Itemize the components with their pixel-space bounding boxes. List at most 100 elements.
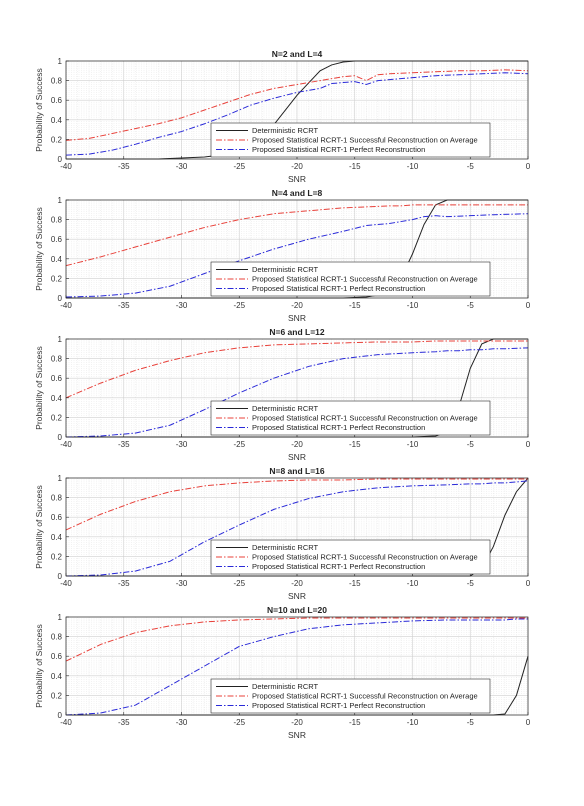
y-tick-label: 0.2 [51, 691, 63, 700]
y-axis-label: Probability of Success [34, 624, 44, 708]
series-line-perfect [65, 72, 529, 156]
subplot-2: -40 -35 -30 -25 -20 -15 -10 -5 0 0 0.2 0.4 0.6 0.8 1 N=… [34, 188, 531, 323]
legend-label: Proposed Statistical RCRT-1 Successful R… [252, 692, 478, 701]
y-tick-label: 1 [58, 613, 63, 622]
legend-label: Proposed Statistical RCRT-1 Successful R… [252, 136, 478, 145]
x-tick-label: -40 [60, 301, 72, 310]
series-line-perfect [65, 618, 528, 716]
legend-label: Proposed Statistical RCRT-1 Perfect Reco… [252, 423, 425, 432]
series-line-perfect [65, 480, 529, 577]
legend-label: Deterministic RCRT [252, 265, 319, 274]
series-line-perfect [65, 347, 529, 438]
series-line-average [65, 69, 529, 141]
y-tick-label: 0.4 [51, 394, 63, 403]
y-tick-label: 0.2 [51, 274, 63, 283]
subplot-title: N=8 and L=16 [269, 466, 325, 476]
legend-label: Proposed Statistical RCRT-1 Successful R… [252, 553, 478, 562]
subplot-4: -40 -35 -30 -25 -20 -15 -10 -5 0 0 0.2 0.4 0.6 0.8 1 N=… [34, 466, 531, 601]
legend-label: Deterministic RCRT [252, 543, 319, 552]
y-tick-label: 0.8 [51, 216, 63, 225]
x-tick-label: -20 [291, 301, 303, 310]
series-line-average [65, 617, 528, 662]
legend-box [210, 261, 491, 297]
x-tick-label: -25 [233, 162, 245, 171]
legend-label: Proposed Statistical RCRT-1 Successful R… [252, 275, 478, 284]
y-tick-label: 0.6 [51, 374, 63, 383]
x-tick-label: -25 [233, 579, 245, 588]
y-tick-label: 0.6 [51, 652, 63, 661]
y-tick-label: 0.4 [51, 116, 63, 125]
x-tick-label: -10 [407, 301, 419, 310]
subplot-3: -40 -35 -30 -25 -20 -15 -10 -5 0 0 0.2 0.4 0.6 0.8 1 N=… [34, 327, 531, 462]
x-tick-label: -35 [118, 162, 130, 171]
x-tick-label: -5 [467, 162, 475, 171]
legend-box [210, 122, 491, 158]
subplot-5: -40 -35 -30 -25 -20 -15 -10 -5 0 0 0.2 0.4 0.6 0.8 1 N=… [34, 605, 531, 740]
x-tick-label: -30 [176, 718, 188, 727]
x-tick-label: -35 [118, 579, 130, 588]
y-tick-label: 0.8 [51, 77, 63, 86]
x-tick-label: -5 [467, 440, 475, 449]
series-line-average [65, 340, 528, 399]
x-tick-label: 0 [526, 718, 531, 727]
x-axis-label: SNR [288, 591, 306, 601]
y-tick-label: 0.2 [51, 413, 63, 422]
y-tick-label: 0.6 [51, 235, 63, 244]
x-tick-label: 0 [526, 301, 531, 310]
y-tick-label: 0 [58, 433, 63, 442]
y-tick-label: 0.6 [51, 513, 63, 522]
y-tick-label: 1 [58, 335, 63, 344]
legend-label: Deterministic RCRT [252, 126, 319, 135]
legend-label: Proposed Statistical RCRT-1 Successful R… [252, 414, 478, 423]
x-tick-label: -35 [118, 440, 130, 449]
y-tick-label: 0.8 [51, 355, 63, 364]
x-tick-label: -20 [291, 440, 303, 449]
x-tick-label: -10 [407, 718, 419, 727]
series-line-average [65, 478, 528, 531]
x-tick-label: -15 [349, 579, 361, 588]
x-tick-label: 0 [526, 440, 531, 449]
x-tick-label: -10 [407, 440, 419, 449]
y-axis-label: Probability of Success [34, 346, 44, 430]
legend-box [210, 400, 491, 436]
x-axis-label: SNR [288, 730, 306, 740]
x-tick-label: -30 [176, 162, 188, 171]
series-line-perfect [65, 213, 529, 298]
subplot-title: N=2 and L=4 [272, 49, 323, 59]
subplot-title: N=6 and L=12 [269, 327, 325, 337]
y-axis-label: Probability of Success [34, 68, 44, 152]
y-tick-label: 0.2 [51, 135, 63, 144]
y-axis-label: Probability of Success [34, 485, 44, 569]
subplot-1: -40 -35 -30 -25 -20 -15 -10 -5 0 0 0.2 0.4 0.6 0.8 1 N=… [34, 49, 531, 184]
y-tick-label: 0 [58, 572, 63, 581]
y-tick-label: 0.2 [51, 552, 63, 561]
x-tick-label: -20 [291, 718, 303, 727]
x-axis-label: SNR [288, 452, 306, 462]
x-tick-label: -5 [467, 301, 475, 310]
x-tick-label: -30 [176, 301, 188, 310]
y-tick-label: 0.4 [51, 672, 63, 681]
y-tick-label: 0 [58, 155, 63, 164]
y-tick-label: 1 [58, 196, 63, 205]
legend-label: Deterministic RCRT [252, 682, 319, 691]
x-tick-label: -15 [349, 301, 361, 310]
y-tick-label: 0.6 [51, 96, 63, 105]
x-tick-label: -5 [467, 579, 475, 588]
x-tick-label: -15 [349, 162, 361, 171]
legend-label: Proposed Statistical RCRT-1 Perfect Reco… [252, 145, 425, 154]
y-tick-label: 0.4 [51, 255, 63, 264]
y-tick-label: 0 [58, 711, 63, 720]
legend-label: Proposed Statistical RCRT-1 Perfect Reco… [252, 701, 425, 710]
x-tick-label: -25 [233, 718, 245, 727]
x-axis-label: SNR [288, 313, 306, 323]
x-tick-label: -20 [291, 162, 303, 171]
y-tick-label: 1 [58, 474, 63, 483]
x-tick-label: -10 [407, 162, 419, 171]
legend-label: Deterministic RCRT [252, 404, 319, 413]
x-tick-label: -25 [233, 440, 245, 449]
y-tick-label: 1 [58, 57, 63, 66]
